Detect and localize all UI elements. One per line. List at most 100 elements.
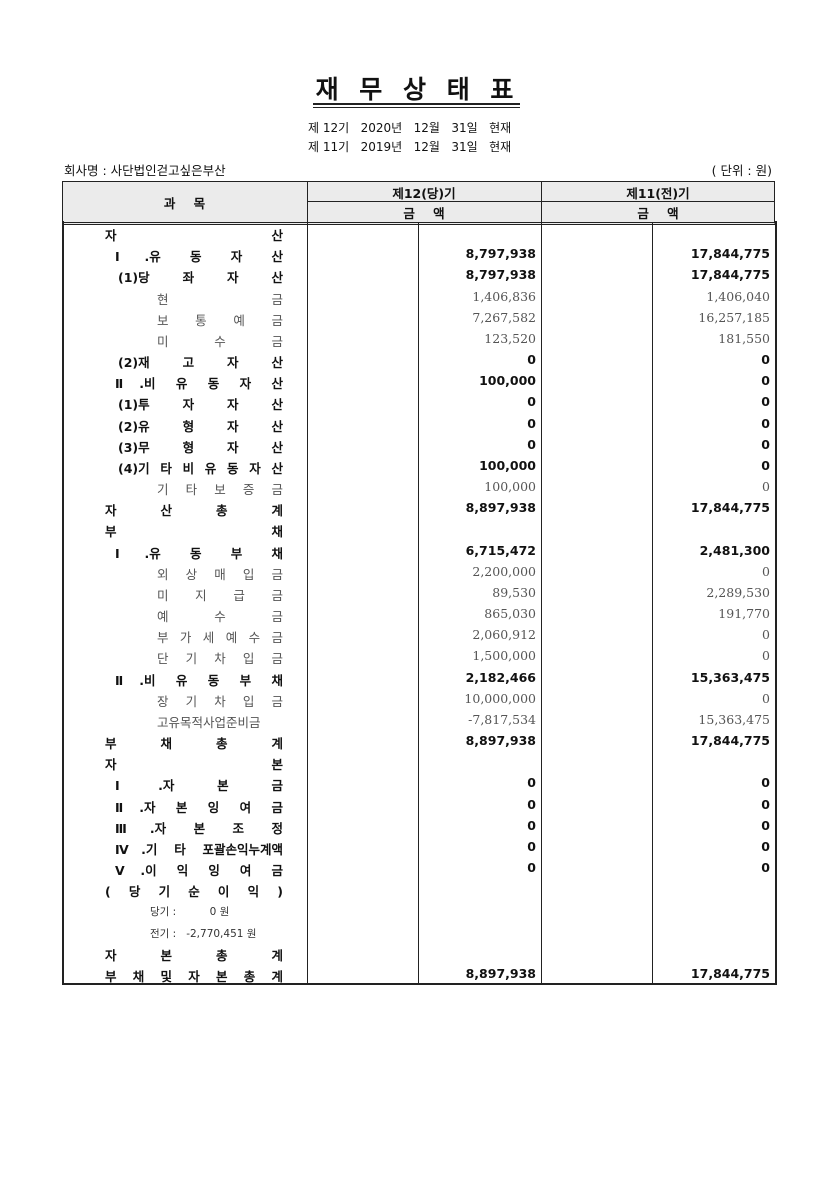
account-label: Ⅰ.유 동 부 채 bbox=[115, 545, 283, 561]
account-label: Ⅰ.자 본 금 bbox=[115, 778, 283, 794]
account-label: 장 기 차 입 금 bbox=[157, 693, 283, 709]
amount: 0 bbox=[761, 457, 770, 473]
header-cell: 과 목 bbox=[163, 196, 206, 211]
amount: 89,530 bbox=[492, 584, 536, 600]
account-label: Ⅲ.자 본 조 정 bbox=[115, 820, 283, 836]
account-label: Ⅰ.유 동 자 산 bbox=[115, 249, 283, 265]
amount: 17,844,775 bbox=[690, 965, 770, 981]
header-cell: 제12(당)기 bbox=[392, 186, 456, 201]
amount: 0 bbox=[761, 436, 770, 452]
amount: 0 bbox=[527, 796, 536, 812]
rule bbox=[313, 103, 520, 105]
account-label: 미 지 급 금 bbox=[157, 587, 283, 603]
amount: 0 bbox=[761, 838, 770, 854]
amount: 15,363,475 bbox=[698, 711, 770, 727]
account-label: Ⅱ.자 본 잉 여 금 bbox=[115, 799, 283, 815]
amount: 16,257,185 bbox=[698, 309, 770, 325]
amount: 0 bbox=[761, 415, 770, 431]
amount: 0 bbox=[762, 690, 770, 706]
col-line bbox=[307, 181, 308, 985]
amount: 123,520 bbox=[484, 330, 536, 346]
account-label: 외 상 매 입 금 bbox=[157, 566, 283, 582]
amount: 8,897,938 bbox=[465, 965, 536, 981]
account-label: Ⅳ.기 타 포괄손익누계액 bbox=[115, 841, 283, 857]
amount: 0 bbox=[762, 627, 770, 643]
amount: 0 bbox=[527, 817, 536, 833]
header-cell: 금 액 bbox=[637, 206, 679, 221]
account-label: 부 채 총 계 bbox=[105, 736, 283, 752]
account-label: 예 수 금 bbox=[157, 609, 283, 625]
amount: 6,715,472 bbox=[465, 542, 536, 558]
col-line bbox=[541, 181, 542, 985]
amount: 8,797,938 bbox=[465, 267, 536, 283]
amount: 2,481,300 bbox=[699, 542, 770, 558]
account-label: Ⅴ.이 익 잉 여 금 bbox=[115, 863, 283, 879]
amount: 0 bbox=[527, 436, 536, 452]
amount: 865,030 bbox=[484, 606, 536, 622]
col-line bbox=[418, 223, 419, 985]
account-label: 미 수 금 bbox=[157, 333, 283, 349]
amount: 1,406,836 bbox=[472, 288, 536, 304]
amount: 1,500,000 bbox=[472, 648, 536, 664]
amount: 8,797,938 bbox=[465, 246, 536, 262]
amount: 0 bbox=[527, 838, 536, 854]
amount: 0 bbox=[761, 373, 770, 389]
account-label: 전기 : -2,770,451 원 bbox=[150, 927, 257, 940]
account-label: 보 통 예 금 bbox=[157, 312, 283, 328]
amount: 0 bbox=[762, 563, 770, 579]
account-label: 자 본 bbox=[105, 757, 283, 773]
account-label: 자 산 총 계 bbox=[105, 503, 283, 519]
amount: 17,844,775 bbox=[690, 267, 770, 283]
amount: 0 bbox=[761, 352, 770, 368]
amount: 0 bbox=[527, 352, 536, 368]
amount: 0 bbox=[761, 817, 770, 833]
table-body bbox=[62, 221, 777, 985]
account-label: 부 채 및 자 본 총 계 bbox=[105, 968, 283, 984]
account-label: 당기 : 0 원 bbox=[150, 906, 230, 919]
account-label: 현 금 bbox=[157, 291, 283, 307]
rule bbox=[313, 107, 520, 108]
amount: 0 bbox=[527, 394, 536, 410]
title: 재 무 상 태 표 bbox=[315, 75, 520, 104]
account-label: 자 본 총 계 bbox=[105, 947, 283, 963]
account-label: 자 산 bbox=[105, 228, 283, 243]
amount: 100,000 bbox=[479, 457, 536, 473]
amount: 100,000 bbox=[484, 479, 536, 495]
account-label: 부 채 bbox=[105, 524, 283, 540]
amount: 8,897,938 bbox=[465, 733, 536, 749]
amount: 2,182,466 bbox=[465, 669, 536, 685]
account-label: (2)재 고 자 산 bbox=[118, 355, 283, 371]
company: 회사명 : 사단법인걷고싶은부산 bbox=[64, 163, 226, 178]
amount: 0 bbox=[762, 479, 770, 495]
amount: 0 bbox=[761, 796, 770, 812]
amount: 7,267,582 bbox=[472, 309, 536, 325]
amount: 8,897,938 bbox=[465, 500, 536, 516]
account-label: (1)당 좌 자 산 bbox=[118, 270, 283, 286]
header-cell: 제11(전)기 bbox=[626, 186, 690, 201]
account-label: Ⅱ.비 유 동 부 채 bbox=[115, 672, 283, 688]
amount: 0 bbox=[527, 775, 536, 791]
account-label: 부 가 세 예 수 금 bbox=[157, 630, 283, 646]
account-label: (3)무 형 자 산 bbox=[118, 439, 283, 455]
account-label: (4)기 타 비 유 동 자 산 bbox=[118, 460, 283, 476]
amount: 181,550 bbox=[718, 330, 770, 346]
amount: 100,000 bbox=[479, 373, 536, 389]
account-label: 단 기 차 입 금 bbox=[157, 651, 283, 667]
unit: ( 단위 : 원) bbox=[711, 163, 772, 178]
row-line bbox=[307, 201, 775, 202]
amount: 0 bbox=[527, 415, 536, 431]
amount: 10,000,000 bbox=[464, 690, 536, 706]
amount: 2,200,000 bbox=[472, 563, 536, 579]
account-label: 고유목적사업준비금 bbox=[157, 714, 261, 730]
col-line bbox=[652, 223, 653, 985]
amount: 1,406,040 bbox=[706, 288, 770, 304]
account-label: ( 당 기 순 이 익 ) bbox=[105, 884, 283, 900]
amount: 17,844,775 bbox=[690, 246, 770, 262]
amount: 15,363,475 bbox=[690, 669, 770, 685]
amount: 0 bbox=[761, 394, 770, 410]
amount: 0 bbox=[761, 775, 770, 791]
amount: 0 bbox=[762, 648, 770, 664]
amount: 2,060,912 bbox=[472, 627, 536, 643]
account-label: (1)투 자 자 산 bbox=[118, 397, 283, 413]
